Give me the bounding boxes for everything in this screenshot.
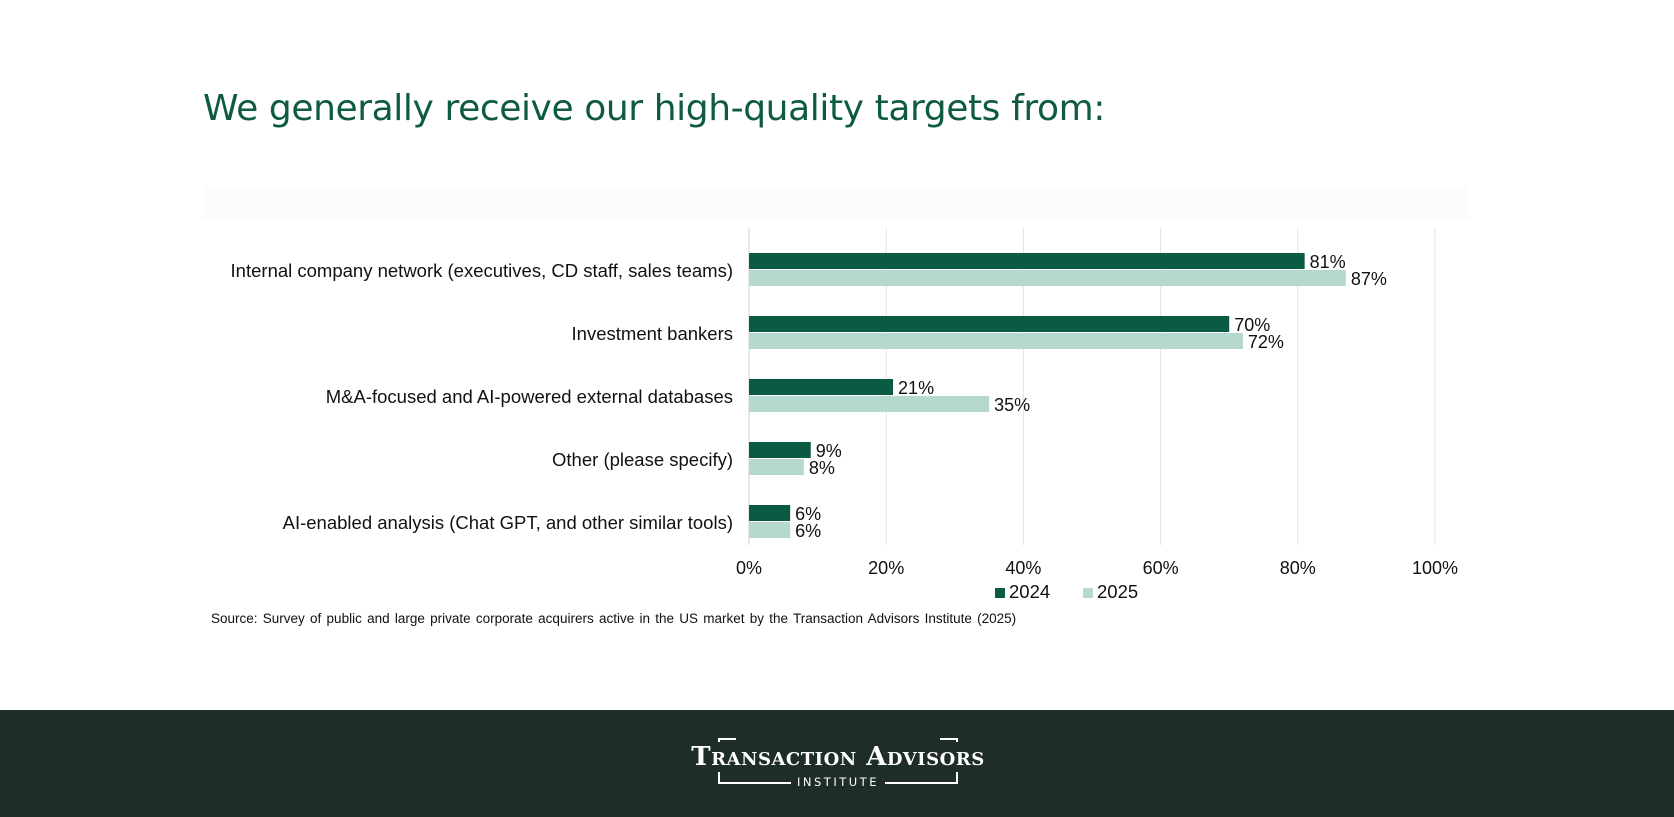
data-label: 70% (1234, 315, 1270, 335)
category-label: AI-enabled analysis (Chat GPT, and other… (283, 512, 733, 533)
x-tick-label: 100% (1412, 558, 1458, 578)
x-tick-label: 20% (868, 558, 904, 578)
category-label: Internal company network (executives, CD… (231, 260, 733, 281)
bar-2025 (749, 333, 1243, 349)
bar-2024 (749, 505, 791, 521)
x-tick-label: 40% (1005, 558, 1041, 578)
chart-header-band (203, 186, 1469, 220)
bar-2024 (749, 316, 1230, 332)
page-title: We generally receive our high-quality ta… (203, 88, 1105, 129)
data-label: 81% (1310, 252, 1346, 272)
legend-swatch (995, 588, 1005, 598)
x-tick-label: 0% (736, 558, 762, 578)
data-label: 72% (1248, 332, 1284, 352)
category-label: Investment bankers (572, 323, 733, 344)
bar-2024 (749, 253, 1305, 269)
legend-label: 2024 (1009, 581, 1050, 602)
legend-label: 2025 (1097, 581, 1138, 602)
bar-2024 (749, 379, 894, 395)
logo-title: Transaction Advisors (652, 742, 1024, 772)
source-note: Source: Survey of public and large priva… (211, 611, 1017, 626)
transaction-advisors-logo[interactable]: Transaction Advisors INSTITUTE (652, 734, 1024, 792)
category-label: M&A-focused and AI-powered external data… (326, 386, 733, 407)
data-label: 9% (816, 441, 842, 461)
bar-2025 (749, 396, 990, 412)
data-label: 87% (1351, 269, 1387, 289)
data-label: 6% (795, 504, 821, 524)
data-label: 35% (994, 395, 1030, 415)
bar-2025 (749, 459, 804, 475)
data-label: 6% (795, 521, 821, 541)
x-tick-label: 80% (1280, 558, 1316, 578)
bar-2025 (749, 270, 1346, 286)
data-label: 8% (809, 458, 835, 478)
logo-subtitle: INSTITUTE (652, 775, 1024, 789)
category-label: Other (please specify) (552, 449, 733, 470)
bar-2025 (749, 522, 791, 538)
x-tick-label: 60% (1143, 558, 1179, 578)
bar-chart: 0% 20% 40% 60% 80% 100% Internal company netwo… (231, 228, 1458, 602)
data-label: 21% (898, 378, 934, 398)
bar-2024 (749, 442, 811, 458)
legend-swatch (1083, 588, 1093, 598)
